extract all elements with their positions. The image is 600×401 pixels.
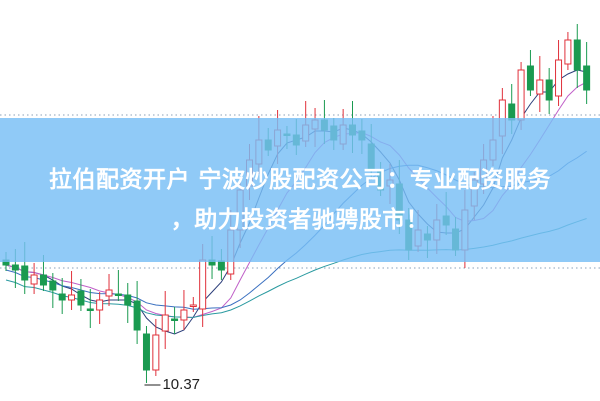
candle-down xyxy=(21,265,29,281)
candle-down xyxy=(11,264,19,271)
candle-up xyxy=(161,314,169,332)
candle-down xyxy=(124,294,132,306)
candle-down xyxy=(573,39,581,71)
title-line-2: ，助力投资者驰骋股市！ xyxy=(170,207,430,233)
candle-up xyxy=(189,304,197,307)
candle-up xyxy=(199,259,207,310)
candle-up xyxy=(517,69,525,121)
candle-up xyxy=(30,274,38,285)
candle-down xyxy=(217,260,225,271)
candle-down xyxy=(142,333,150,371)
candle-down xyxy=(171,318,179,321)
candle-up xyxy=(536,79,544,95)
title-banner xyxy=(0,118,600,262)
candle-up xyxy=(152,334,160,371)
candle-up xyxy=(555,59,563,97)
candle-down xyxy=(114,293,122,296)
candle-down xyxy=(77,290,85,306)
candle-down xyxy=(58,293,66,301)
candle-down xyxy=(583,65,591,91)
candle-up xyxy=(180,309,188,321)
candle-down xyxy=(133,300,141,331)
candle-down xyxy=(526,65,534,91)
candle-down xyxy=(86,308,94,311)
candle-down xyxy=(49,280,57,291)
candle-up xyxy=(564,39,572,65)
candle-down xyxy=(545,79,553,101)
candle-up xyxy=(96,299,104,311)
title-line-1: 拉伯配资开户 宁波炒股配资公司：专业配资服务 xyxy=(48,167,551,193)
low-price-label: 10.37 xyxy=(162,376,201,393)
candle-up xyxy=(68,294,76,301)
candle-up xyxy=(105,289,113,297)
article-title: 拉伯配资开户 宁波炒股配资公司：专业配资服务 ，助力投资者驰骋股市！ xyxy=(0,160,600,240)
candle-down xyxy=(39,274,47,286)
